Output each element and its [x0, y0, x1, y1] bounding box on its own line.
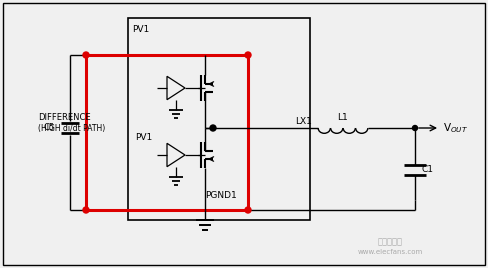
Text: L1: L1 [338, 114, 348, 122]
Text: C5: C5 [44, 124, 55, 132]
Circle shape [83, 52, 89, 58]
Text: PV1: PV1 [132, 25, 149, 35]
Text: C1: C1 [422, 166, 434, 174]
Circle shape [245, 207, 251, 213]
Text: PV1: PV1 [135, 133, 152, 143]
Circle shape [210, 125, 216, 131]
Text: LX1: LX1 [295, 117, 312, 126]
Text: 电子发烧友: 电子发烧友 [378, 237, 403, 247]
Text: (HIGH di/dt PATH): (HIGH di/dt PATH) [38, 124, 105, 132]
Text: PGND1: PGND1 [205, 192, 237, 200]
Text: V$_{OUT}$: V$_{OUT}$ [443, 121, 468, 135]
Text: DIFFERENCE: DIFFERENCE [38, 114, 91, 122]
Circle shape [83, 207, 89, 213]
Text: www.elecfans.com: www.elecfans.com [357, 249, 423, 255]
Bar [128, 18, 310, 220]
Circle shape [245, 52, 251, 58]
Circle shape [412, 125, 418, 131]
